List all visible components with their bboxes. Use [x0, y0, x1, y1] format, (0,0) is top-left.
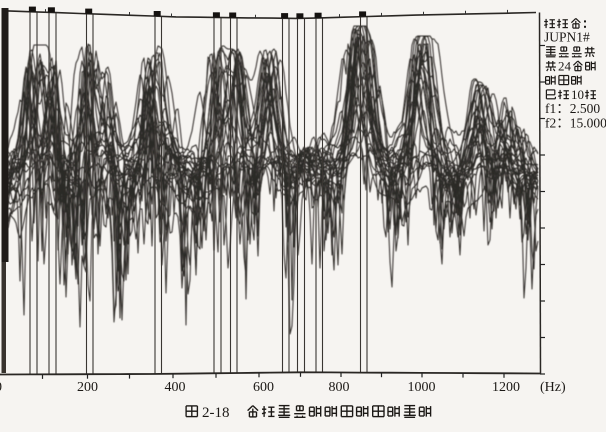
- svg-text:f2：15.000: f2：15.000: [545, 115, 606, 130]
- svg-text:400: 400: [165, 380, 186, 395]
- svg-text:600: 600: [253, 380, 274, 395]
- svg-text:JUPN1#: JUPN1#: [544, 30, 590, 45]
- svg-text:f1：2.500: f1：2.500: [545, 101, 600, 116]
- svg-text:1200: 1200: [492, 380, 520, 395]
- svg-text:1000: 1000: [408, 380, 436, 395]
- svg-text:800: 800: [329, 380, 350, 395]
- svg-text:0: 0: [0, 380, 2, 395]
- svg-text:2-18: 2-18: [202, 405, 230, 421]
- svg-text:200: 200: [77, 380, 98, 395]
- svg-text:10: 10: [571, 87, 584, 102]
- svg-text:24: 24: [558, 59, 572, 74]
- svg-text:(Hz): (Hz): [540, 380, 566, 395]
